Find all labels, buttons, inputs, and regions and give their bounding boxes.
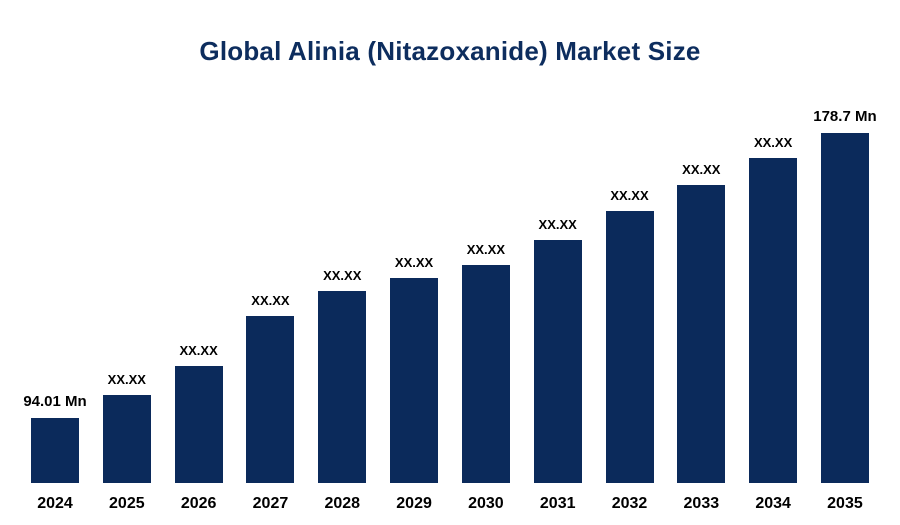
bar-value-label: XX.XX xyxy=(538,217,577,232)
x-axis-tick-label: 2027 xyxy=(252,495,289,512)
bar-group: XX.XX 2030 xyxy=(453,242,519,513)
bar-group: XX.XX 2026 xyxy=(166,343,232,513)
x-axis-tick-label: 2033 xyxy=(683,495,720,512)
x-axis-tick-label: 2029 xyxy=(396,495,432,512)
bar-group: XX.XX 2025 xyxy=(94,372,160,513)
bar-value-label: XX.XX xyxy=(251,293,290,308)
chart-title: Global Alinia (Nitazoxanide) Market Size xyxy=(199,36,701,66)
bar-group: XX.XX 2034 xyxy=(740,135,806,513)
x-axis-tick-label: 2024 xyxy=(37,495,73,512)
bar xyxy=(174,366,223,483)
bar xyxy=(390,278,439,483)
bar xyxy=(677,185,726,483)
bar-value-label: 178.7 Mn xyxy=(813,108,877,125)
x-axis-tick-label: 2025 xyxy=(109,495,145,512)
bar-value-label: XX.XX xyxy=(753,135,793,150)
bar-value-label: XX.XX xyxy=(107,372,146,387)
bar-group: XX.XX 2027 xyxy=(237,293,303,513)
bar-value-label: XX.XX xyxy=(323,268,362,283)
bar xyxy=(605,211,654,483)
bar-value-label: XX.XX xyxy=(610,188,649,203)
x-axis-tick-label: 2034 xyxy=(755,495,791,512)
bar xyxy=(820,133,869,483)
bar xyxy=(318,291,367,483)
x-axis-tick-label: 2031 xyxy=(539,495,576,512)
bar xyxy=(31,418,79,483)
bar-group: 178.7 Mn 2035 xyxy=(812,108,878,513)
bar xyxy=(246,316,295,483)
x-axis-tick-label: 2030 xyxy=(468,495,504,512)
bar-group: XX.XX 2028 xyxy=(309,268,375,513)
bar-value-label: XX.XX xyxy=(682,162,721,177)
bar-group: XX.XX 2033 xyxy=(668,162,734,513)
bar xyxy=(102,395,151,483)
x-axis-tick-label: 2028 xyxy=(324,495,361,512)
bar-group: XX.XX 2032 xyxy=(597,188,663,513)
bar-value-label: XX.XX xyxy=(394,255,434,270)
bar-group: 94.01 Mn 2024 xyxy=(22,393,88,513)
bar-value-label: XX.XX xyxy=(466,242,506,257)
bar xyxy=(749,158,798,483)
bar-group: XX.XX 2029 xyxy=(381,255,447,513)
x-axis-tick-label: 2032 xyxy=(611,495,648,512)
x-axis-tick-label: 2026 xyxy=(180,495,217,512)
bar xyxy=(461,265,510,483)
bars-container: 94.01 Mn 2024 XX.XX 2025 XX.XX 2026 XX.XX 2027 X… xyxy=(22,108,878,513)
x-axis-tick-label: 2035 xyxy=(827,495,863,512)
bar-value-label: 94.01 Mn xyxy=(23,393,87,410)
bar xyxy=(533,240,582,483)
bar-group: XX.XX 2031 xyxy=(525,217,591,513)
bar-value-label: XX.XX xyxy=(179,343,218,358)
